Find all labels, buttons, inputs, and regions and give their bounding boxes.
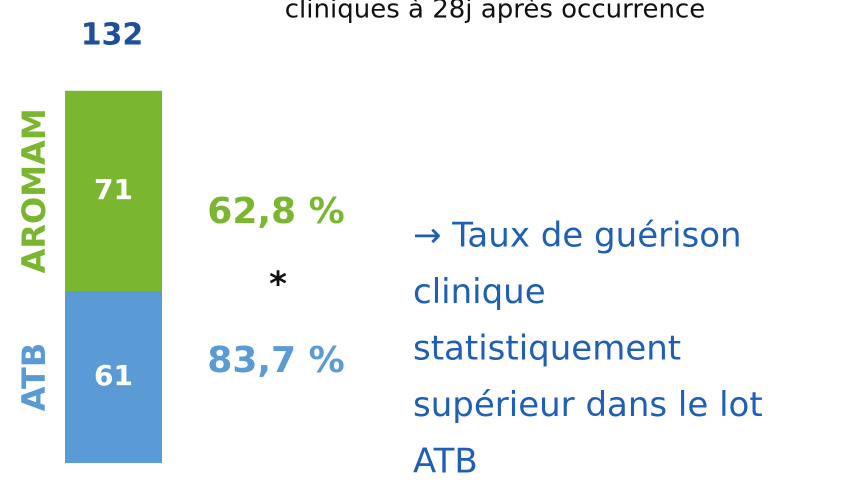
header-text: cliniques à 28j après occurrence [285,0,705,25]
rate-label: 62,8 % [207,191,344,232]
segment-label: 61 [94,359,133,392]
bar-segment [65,90,162,291]
rate-label: 83,7 % [207,340,344,381]
conclusion-line: supérieur dans le lot [413,385,763,425]
bar-segment [65,290,162,463]
total-label: 132 [81,18,144,53]
significance: * [269,265,287,305]
conclusion-line: clinique [413,272,546,312]
segment-label: 71 [94,173,133,206]
conclusion-line: ATB [413,442,478,481]
conclusion-line: statistiquement [413,329,681,369]
conclusion-line: → Taux de guérison [413,216,742,256]
series-label: ATB [15,343,53,412]
series-label: AROMAM [15,108,53,273]
